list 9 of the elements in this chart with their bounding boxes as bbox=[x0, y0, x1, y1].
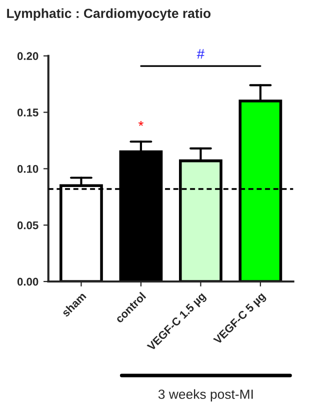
y-tick-label: 0.00 bbox=[17, 278, 38, 286]
annotation: * bbox=[138, 121, 144, 126]
annotation: # bbox=[196, 49, 204, 59]
y-tick-label: 0.05 bbox=[17, 221, 38, 230]
y-tick-label: 0.10 bbox=[17, 164, 38, 173]
text: 3 weeks post-MI bbox=[158, 389, 253, 402]
chart-title: Lymphatic : Cardiomyocyte ratio bbox=[7, 8, 211, 21]
y-tick-label: 0.15 bbox=[17, 108, 38, 116]
y-tick-label: 0.20 bbox=[17, 52, 38, 60]
